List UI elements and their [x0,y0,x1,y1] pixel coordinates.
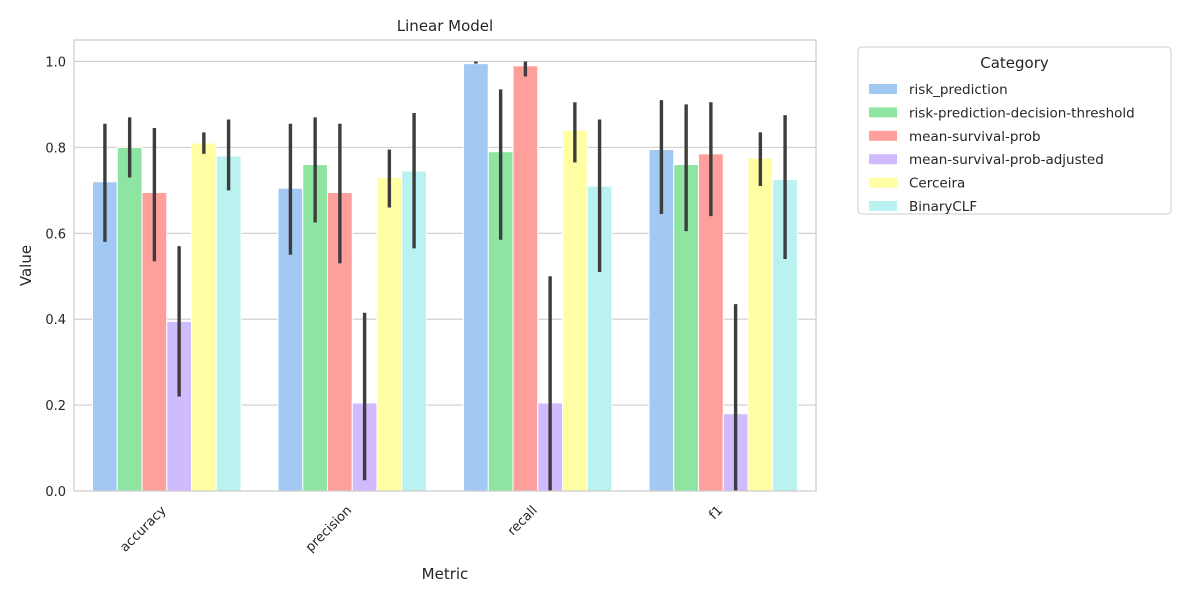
x-tick-label: accuracy [117,503,169,555]
legend-swatch [869,201,897,211]
y-tick-label: 1.0 [45,55,66,70]
chart-title: Linear Model [397,17,493,35]
legend-swatch [869,177,897,188]
x-tick-label: f1 [706,503,726,523]
legend-swatch [869,84,897,94]
x-axis-label: Metric [422,565,469,583]
legend-label: Cerceira [909,176,965,192]
y-tick-label: 0.0 [45,485,66,500]
legend-label: risk_prediction [909,82,1008,98]
x-tick-label: recall [505,503,541,539]
legend-label: BinaryCLF [909,199,977,215]
bar [116,146,143,492]
legend-swatch [869,154,897,165]
bar [463,63,489,492]
legend-title: Category [980,54,1049,72]
bar [376,176,403,492]
legend-box [857,46,1172,215]
legend: Category risk_prediction risk-prediction-… [857,46,1172,215]
error-bars-layer [103,61,787,491]
bars-layer [92,63,798,492]
bar [747,157,774,492]
legend-swatch [869,107,897,118]
x-tick-label: precision [303,503,355,555]
legend-label: mean-survival-prob [909,129,1041,145]
legend-label: risk-prediction-decision-threshold [909,105,1135,121]
bar [561,129,588,492]
x-tick-labels: accuracy precision recall f1 [117,503,726,555]
y-axis-label: Value [17,245,35,286]
y-tick-labels: 0.0 0.2 0.4 0.6 0.8 1.0 [45,55,66,500]
bar [215,155,242,492]
bar [512,65,539,492]
bar [190,142,217,492]
y-tick-label: 0.8 [45,141,66,156]
y-tick-label: 0.6 [45,227,66,242]
legend-swatch [869,130,897,141]
y-tick-label: 0.2 [45,399,66,414]
y-tick-label: 0.4 [45,313,66,328]
plot-frame [73,39,817,492]
legend-items: risk_prediction risk-prediction-decision-… [869,82,1135,215]
legend-label: mean-survival-prob-adjusted [909,152,1104,168]
